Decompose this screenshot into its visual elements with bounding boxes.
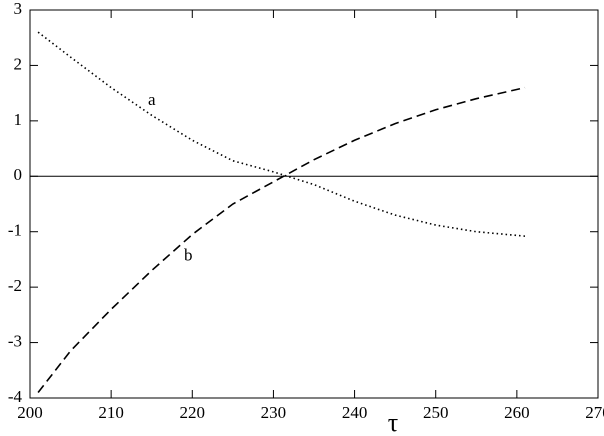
y-tick-label: -2 — [8, 276, 22, 295]
y-tick-label: -3 — [8, 331, 22, 350]
x-tick-label: 260 — [504, 403, 530, 422]
x-tick-label: 230 — [261, 403, 287, 422]
y-tick-label: 2 — [14, 54, 23, 73]
x-tick-label: 250 — [423, 403, 449, 422]
x-axis-title: τ — [388, 408, 398, 436]
series-label: b — [184, 245, 193, 264]
y-tick-label: 3 — [14, 0, 23, 18]
x-tick-label: 270 — [585, 403, 604, 422]
series-line — [37, 86, 526, 393]
y-tick-label: -1 — [8, 221, 22, 240]
x-tick-label: 220 — [180, 403, 206, 422]
x-tick-label: 200 — [17, 403, 43, 422]
y-tick-label: 0 — [14, 165, 23, 184]
x-tick-label: 240 — [342, 403, 368, 422]
series-line — [37, 31, 526, 237]
y-tick-label: -4 — [8, 387, 23, 406]
y-tick-label: 1 — [14, 110, 23, 129]
x-tick-label: 210 — [98, 403, 124, 422]
series-label: a — [148, 90, 156, 109]
plot-frame — [29, 9, 599, 399]
